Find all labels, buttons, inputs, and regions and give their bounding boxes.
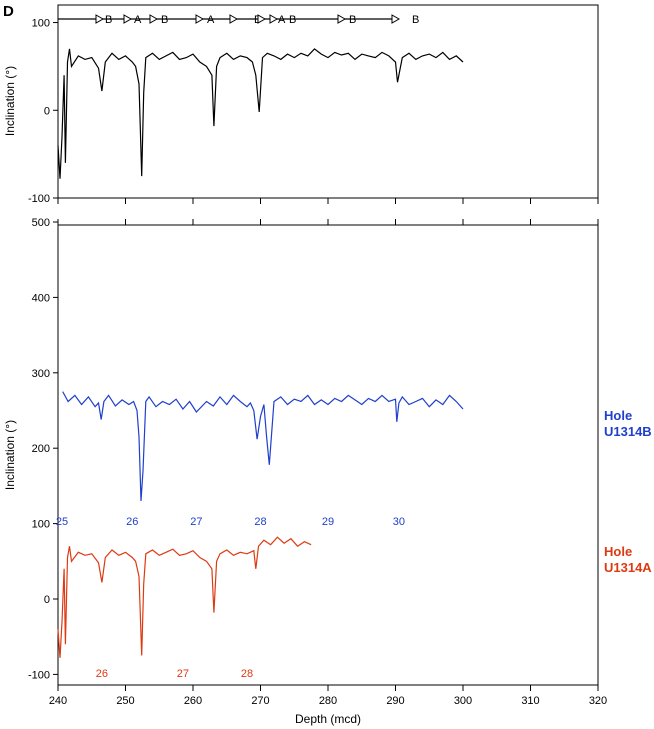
splice-arrow-6 [269, 14, 279, 24]
x-tick-label-8: 320 [589, 695, 607, 707]
hole-b-core-label-2: 27 [190, 516, 202, 528]
top-y-axis-title: Inclination (°) [3, 66, 17, 136]
x-tick-label-4: 280 [319, 695, 337, 707]
hole-series [57, 391, 464, 658]
hole-b-core-label-3: 28 [254, 516, 266, 528]
hole-a-core-label-0: 26 [96, 668, 108, 680]
splice-arrow-0 [95, 14, 105, 24]
series-line-0 [62, 391, 464, 502]
splice-arrow-7 [337, 14, 347, 24]
splice-series [57, 48, 464, 179]
hole-a-label-line1: Hole [604, 544, 632, 559]
splice-arrow-3 [195, 14, 205, 24]
bottom-x-axis: 240 250 260 270 280 290 300 310 320 [49, 219, 607, 707]
core-labels: 25 26 27 28 29 30 26 27 28 [56, 516, 405, 680]
hole-a-label-line2: U1314A [604, 560, 652, 575]
x-tick-label-1: 250 [116, 695, 134, 707]
splice-arrow-4 [229, 14, 239, 24]
splice-letter-3: A [207, 14, 215, 26]
hole-b-label-line1: Hole [604, 408, 632, 423]
splice-arrow-5 [257, 14, 267, 24]
splice-indicator: BABABABBB [58, 14, 419, 26]
top-x-axis-ticks [57, 198, 599, 204]
panel-label: D [3, 3, 14, 20]
x-tick-label-2: 260 [184, 695, 202, 707]
x-tick-label-6: 300 [454, 695, 472, 707]
bottom-y-tick-label-2: 100 [32, 519, 50, 531]
splice-letter-6: B [289, 14, 296, 26]
bottom-panel: -100 0 100 200 300 400 500 240 250 260 270 280 290 3… [3, 217, 652, 726]
hole-a-core-label-2: 28 [241, 668, 253, 680]
hole-b-core-label-0: 25 [56, 516, 68, 528]
x-tick-label-5: 290 [386, 695, 404, 707]
hole-b-core-label-4: 29 [322, 516, 334, 528]
x-tick-label-0: 240 [49, 695, 67, 707]
bottom-y-tick-label-3: 200 [32, 443, 50, 455]
splice-arrow-2 [149, 14, 159, 24]
bottom-y-tick-label-6: 500 [32, 217, 50, 229]
hole-b-core-label-1: 26 [126, 516, 138, 528]
top-y-tick-label-1: 0 [44, 105, 50, 117]
bottom-y-tick-label-0: -100 [28, 669, 50, 681]
splice-letter-2: B [161, 14, 168, 26]
top-y-tick-label-2: 100 [32, 18, 50, 30]
splice-letter-1: A [134, 14, 142, 26]
bottom-y-axis-title: Inclination (°) [3, 420, 17, 490]
hole-a-core-label-1: 27 [177, 668, 189, 680]
hole-labels: Hole U1314B Hole U1314A [604, 408, 652, 575]
x-tick-label-3: 270 [251, 695, 269, 707]
x-tick-label-7: 310 [521, 695, 539, 707]
splice-letter-0: B [105, 14, 112, 26]
bottom-y-tick-label-4: 300 [32, 368, 50, 380]
hole-b-core-label-5: 30 [393, 516, 405, 528]
splice-letter-5: A [278, 14, 286, 26]
top-series-line-0 [57, 48, 464, 179]
splice-letter-8: B [412, 14, 419, 26]
bottom-y-axis: -100 0 100 200 300 400 500 [28, 217, 58, 681]
x-axis-title: Depth (mcd) [295, 712, 361, 726]
bottom-y-tick-label-5: 400 [32, 292, 50, 304]
splice-arrow-1 [123, 14, 133, 24]
hole-b-label-line2: U1314B [604, 424, 652, 439]
splice-letter-7: B [349, 14, 356, 26]
series-line-1 [57, 536, 312, 658]
top-y-tick-label-0: -100 [28, 193, 50, 205]
top-y-axis: -100 0 100 [28, 18, 58, 205]
bottom-y-tick-label-1: 0 [44, 594, 50, 606]
splice-arrow-8 [391, 14, 401, 24]
